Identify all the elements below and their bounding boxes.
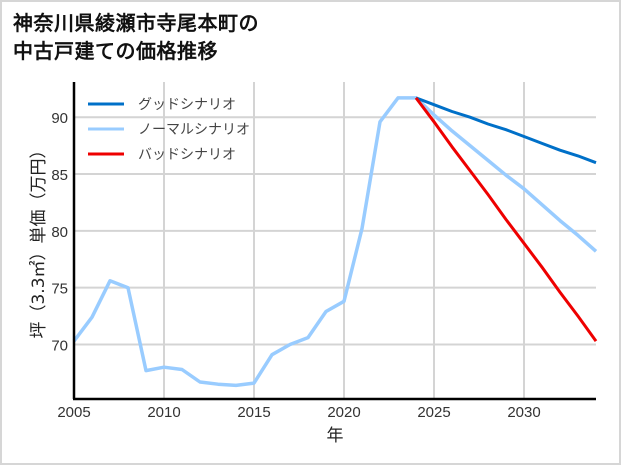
x-tick-label: 2005 (57, 404, 90, 421)
legend-label: ノーマルシナリオ (138, 122, 250, 138)
x-tick-label: 2015 (237, 404, 270, 421)
chart-title-line2: 中古戸建ての価格推移 (13, 39, 218, 63)
legend-label: グッドシナリオ (138, 97, 236, 113)
x-tick-label: 2030 (507, 404, 540, 421)
chart-title: 神奈川県綾瀬市寺尾本町の 中古戸建ての価格推移 (13, 9, 259, 65)
series-line-1 (72, 96, 598, 388)
y-tick-labels: 70 75 80 85 90 (51, 110, 68, 354)
y-tick-label: 85 (51, 167, 68, 184)
series-line-0 (415, 96, 597, 165)
y-tick-label: 75 (51, 281, 68, 298)
series-lines (72, 96, 598, 388)
chart-title-line1: 神奈川県綾瀬市寺尾本町の (13, 11, 259, 35)
y-tick-label: 80 (51, 224, 68, 241)
x-tick-labels: 2005 2010 2015 2020 2025 2030 (57, 404, 540, 421)
y-tick-label: 90 (51, 110, 68, 127)
axes (72, 82, 596, 401)
x-tick-label: 2020 (327, 404, 360, 421)
x-axis-title: 年 (327, 426, 344, 446)
x-tick-label: 2025 (417, 404, 450, 421)
y-axis-title: 坪（3.3㎡）単価（万円） (29, 141, 49, 338)
series-line-2 (414, 96, 598, 342)
x-tick-label: 2010 (147, 404, 180, 421)
legend-label: バッドシナリオ (138, 147, 236, 163)
y-tick-label: 70 (51, 337, 68, 354)
